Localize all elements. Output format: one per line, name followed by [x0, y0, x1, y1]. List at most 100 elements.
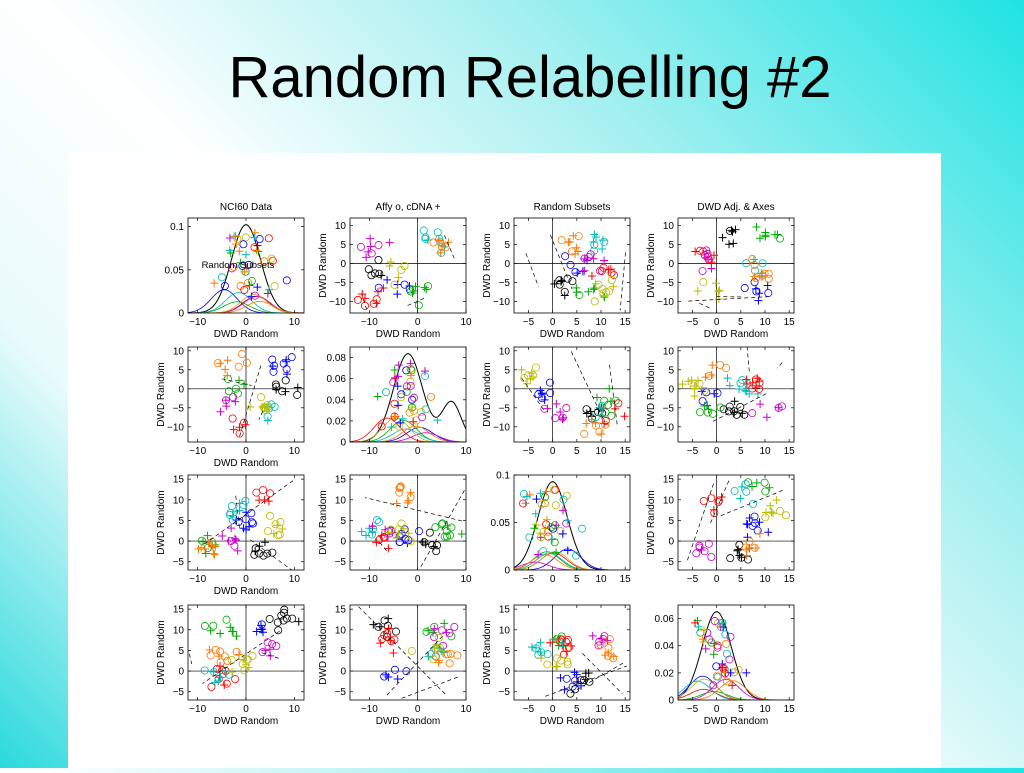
data-point-plus — [404, 499, 412, 507]
data-point-plus — [754, 297, 762, 305]
x-tick-label: 0 — [415, 574, 421, 585]
y-axis-label: DWD Random — [156, 362, 167, 426]
y-tick-label: 15 — [335, 475, 347, 486]
data-point-plus — [552, 549, 560, 557]
data-point-plus — [764, 281, 772, 289]
x-tick-label: −5 — [523, 446, 535, 457]
subplot-title: DWD Adj. & Axes — [697, 202, 774, 213]
x-tick-label: 10 — [460, 446, 472, 457]
data-point-plus — [523, 380, 531, 388]
y-tick-label: 10 — [499, 346, 511, 357]
y-tick-label: 0 — [668, 537, 674, 548]
data-point-circle — [714, 389, 721, 396]
data-point-plus — [440, 619, 448, 627]
y-tick-label: 0 — [340, 259, 346, 270]
x-tick-label: 5 — [574, 574, 580, 585]
data-point-plus — [435, 657, 443, 665]
x-axis-label: DWD Random — [540, 329, 604, 340]
data-point-circle — [759, 260, 766, 267]
x-axis-label: DWD Random — [540, 716, 604, 727]
x-tick-label: 10 — [289, 446, 301, 457]
data-point-plus — [421, 284, 429, 292]
data-point-plus — [756, 400, 764, 408]
dashed-connector — [259, 411, 263, 419]
y-tick-label: 5 — [178, 646, 184, 657]
y-tick-label: −5 — [499, 403, 511, 414]
data-point-circle — [552, 502, 559, 509]
data-point-plus — [729, 239, 737, 247]
data-point-circle — [741, 284, 748, 291]
plot-area — [678, 475, 794, 570]
data-point-circle — [709, 410, 716, 417]
data-point-circle — [581, 430, 588, 437]
data-point-circle — [201, 667, 208, 674]
x-axis-label: DWD Random — [704, 716, 768, 727]
data-point-plus — [209, 550, 217, 558]
data-point-plus — [599, 292, 607, 300]
y-tick-label: 15 — [499, 605, 511, 616]
y-tick-label: 5 — [340, 240, 346, 251]
data-point-circle — [232, 676, 239, 683]
data-point-plus — [756, 530, 764, 538]
data-point-plus — [210, 279, 218, 287]
y-axis-label: DWD Random — [646, 233, 657, 297]
data-point-plus — [246, 403, 254, 411]
x-tick-label: −10 — [189, 317, 206, 328]
data-point-plus — [265, 286, 273, 294]
x-tick-label: 10 — [595, 704, 607, 715]
y-tick-label: −5 — [663, 403, 675, 414]
dashed-connector — [620, 252, 625, 310]
data-point-plus — [589, 632, 597, 640]
y-tick-label: 0 — [178, 667, 184, 678]
data-point-circle — [223, 616, 230, 623]
y-tick-label: 0.08 — [327, 353, 347, 364]
data-point-circle — [224, 375, 231, 382]
data-point-circle — [726, 656, 733, 663]
data-point-plus — [232, 632, 240, 640]
data-point-circle — [408, 647, 415, 654]
x-tick-label: 0 — [550, 317, 556, 328]
data-point-plus — [742, 669, 750, 677]
data-point-circle — [237, 282, 244, 289]
data-point-circle — [765, 290, 772, 297]
data-point-plus — [572, 244, 580, 252]
data-point-plus — [708, 361, 716, 369]
data-point-plus — [733, 547, 741, 555]
component-density-curve — [188, 293, 304, 313]
y-axis-label: DWD Random — [482, 362, 493, 426]
plot-area — [678, 612, 794, 700]
data-point-plus — [216, 359, 224, 367]
x-tick-label: 0 — [550, 704, 556, 715]
x-tick-label: 0 — [714, 704, 720, 715]
data-point-circle — [207, 652, 214, 659]
data-point-circle — [373, 516, 380, 523]
x-tick-label: 0 — [714, 574, 720, 585]
data-point-plus — [216, 630, 224, 638]
data-point-circle — [294, 391, 301, 398]
data-point-plus — [567, 642, 575, 650]
y-axis-label: DWD Random — [646, 362, 657, 426]
x-tick-label: 10 — [595, 317, 607, 328]
y-tick-label: 10 — [663, 346, 675, 357]
data-point-plus — [226, 234, 234, 242]
dashed-connector — [189, 654, 191, 664]
data-point-circle — [375, 256, 382, 263]
x-tick-label: 10 — [289, 574, 301, 585]
y-tick-label: 10 — [499, 221, 511, 232]
x-tick-label: 15 — [784, 704, 796, 715]
data-point-circle — [553, 655, 560, 662]
data-point-circle — [201, 622, 208, 629]
data-point-circle — [420, 227, 427, 234]
data-point-plus — [728, 681, 736, 689]
x-tick-label: 10 — [460, 574, 472, 585]
data-point-plus — [542, 488, 550, 496]
data-point-plus — [543, 516, 551, 524]
y-tick-label: 5 — [178, 516, 184, 527]
data-point-plus — [598, 245, 606, 253]
y-tick-label: −5 — [173, 557, 185, 568]
